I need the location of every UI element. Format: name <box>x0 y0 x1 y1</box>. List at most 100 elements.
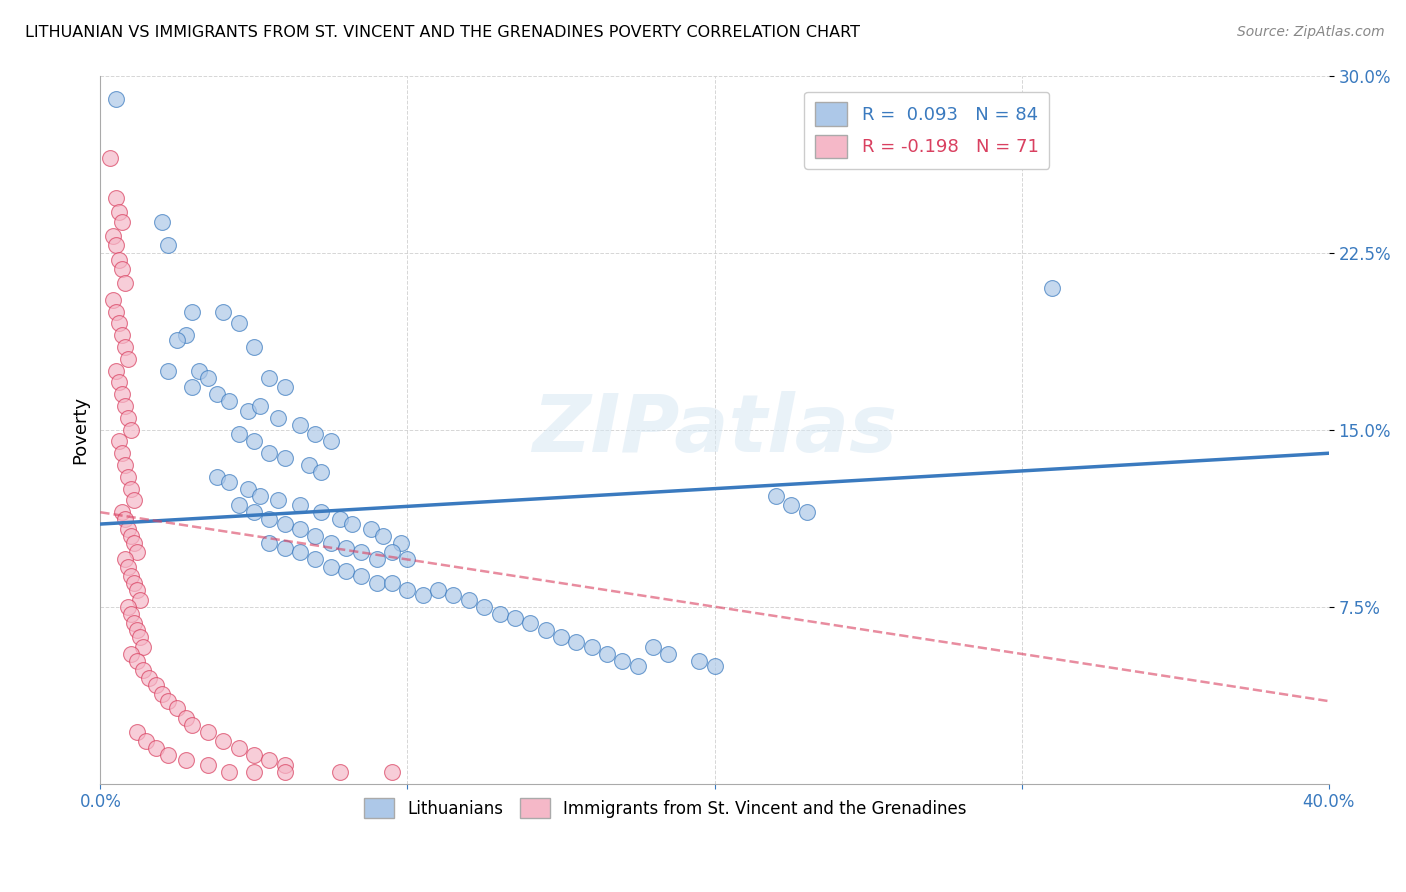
Point <box>176 711 198 725</box>
Point <box>145 677 167 691</box>
Point <box>519 616 541 631</box>
Point <box>298 458 321 472</box>
Point <box>114 277 136 291</box>
Point <box>205 387 228 401</box>
Point <box>381 576 404 591</box>
Point <box>627 658 650 673</box>
Point <box>122 493 145 508</box>
Point <box>117 410 139 425</box>
Point <box>267 410 290 425</box>
Point <box>273 757 295 772</box>
Point <box>765 489 787 503</box>
Point <box>197 757 219 772</box>
Point <box>181 304 204 318</box>
Point <box>304 529 326 543</box>
Point <box>166 701 188 715</box>
Point <box>104 92 127 106</box>
Point <box>101 229 124 244</box>
Point <box>145 741 167 756</box>
Point <box>257 446 280 460</box>
Point <box>396 552 419 566</box>
Point <box>114 552 136 566</box>
Text: LITHUANIAN VS IMMIGRANTS FROM ST. VINCENT AND THE GRENADINES POVERTY CORRELATION: LITHUANIAN VS IMMIGRANTS FROM ST. VINCEN… <box>25 25 860 40</box>
Point <box>381 545 404 559</box>
Point <box>176 328 198 343</box>
Point <box>107 252 129 267</box>
Point <box>780 498 803 512</box>
Point <box>389 536 412 550</box>
Point <box>117 522 139 536</box>
Point <box>243 748 266 763</box>
Point <box>117 559 139 574</box>
Point <box>534 624 557 638</box>
Point <box>1040 281 1063 295</box>
Point <box>120 569 142 583</box>
Point <box>197 724 219 739</box>
Point <box>249 399 271 413</box>
Point <box>205 470 228 484</box>
Point <box>335 541 357 555</box>
Point <box>107 434 129 449</box>
Point <box>181 380 204 394</box>
Point <box>340 517 363 532</box>
Point <box>236 403 259 417</box>
Point <box>311 505 333 519</box>
Point <box>288 498 311 512</box>
Point <box>228 427 250 442</box>
Point <box>288 522 311 536</box>
Point <box>135 734 157 748</box>
Point <box>122 576 145 591</box>
Point <box>176 753 198 767</box>
Point <box>114 399 136 413</box>
Point <box>796 505 818 519</box>
Point <box>107 205 129 219</box>
Point <box>117 599 139 614</box>
Point <box>111 262 134 277</box>
Point <box>132 664 155 678</box>
Point <box>273 764 295 779</box>
Point <box>117 470 139 484</box>
Point <box>101 293 124 307</box>
Point <box>360 522 382 536</box>
Point <box>111 505 134 519</box>
Point <box>228 498 250 512</box>
Point <box>371 529 394 543</box>
Point <box>166 333 188 347</box>
Point <box>304 427 326 442</box>
Point <box>319 559 342 574</box>
Point <box>267 493 290 508</box>
Point <box>612 654 634 668</box>
Point <box>335 564 357 578</box>
Point <box>249 489 271 503</box>
Point <box>104 191 127 205</box>
Point <box>427 583 450 598</box>
Point <box>329 764 352 779</box>
Point <box>127 624 149 638</box>
Point <box>187 363 209 377</box>
Point <box>412 588 434 602</box>
Point <box>243 340 266 354</box>
Point <box>127 654 149 668</box>
Point <box>127 724 149 739</box>
Legend: Lithuanians, Immigrants from St. Vincent and the Grenadines: Lithuanians, Immigrants from St. Vincent… <box>357 791 973 825</box>
Point <box>641 640 664 654</box>
Point <box>181 717 204 731</box>
Point <box>156 363 179 377</box>
Point <box>120 607 142 621</box>
Point <box>503 611 526 625</box>
Point <box>273 380 295 394</box>
Point <box>127 583 149 598</box>
Point <box>596 647 619 661</box>
Point <box>98 151 121 165</box>
Point <box>550 631 572 645</box>
Point <box>228 317 250 331</box>
Point <box>104 304 127 318</box>
Point <box>311 465 333 479</box>
Point <box>129 592 152 607</box>
Point <box>565 635 588 649</box>
Point <box>129 631 152 645</box>
Point <box>156 694 179 708</box>
Point <box>243 764 266 779</box>
Point <box>304 552 326 566</box>
Point <box>257 536 280 550</box>
